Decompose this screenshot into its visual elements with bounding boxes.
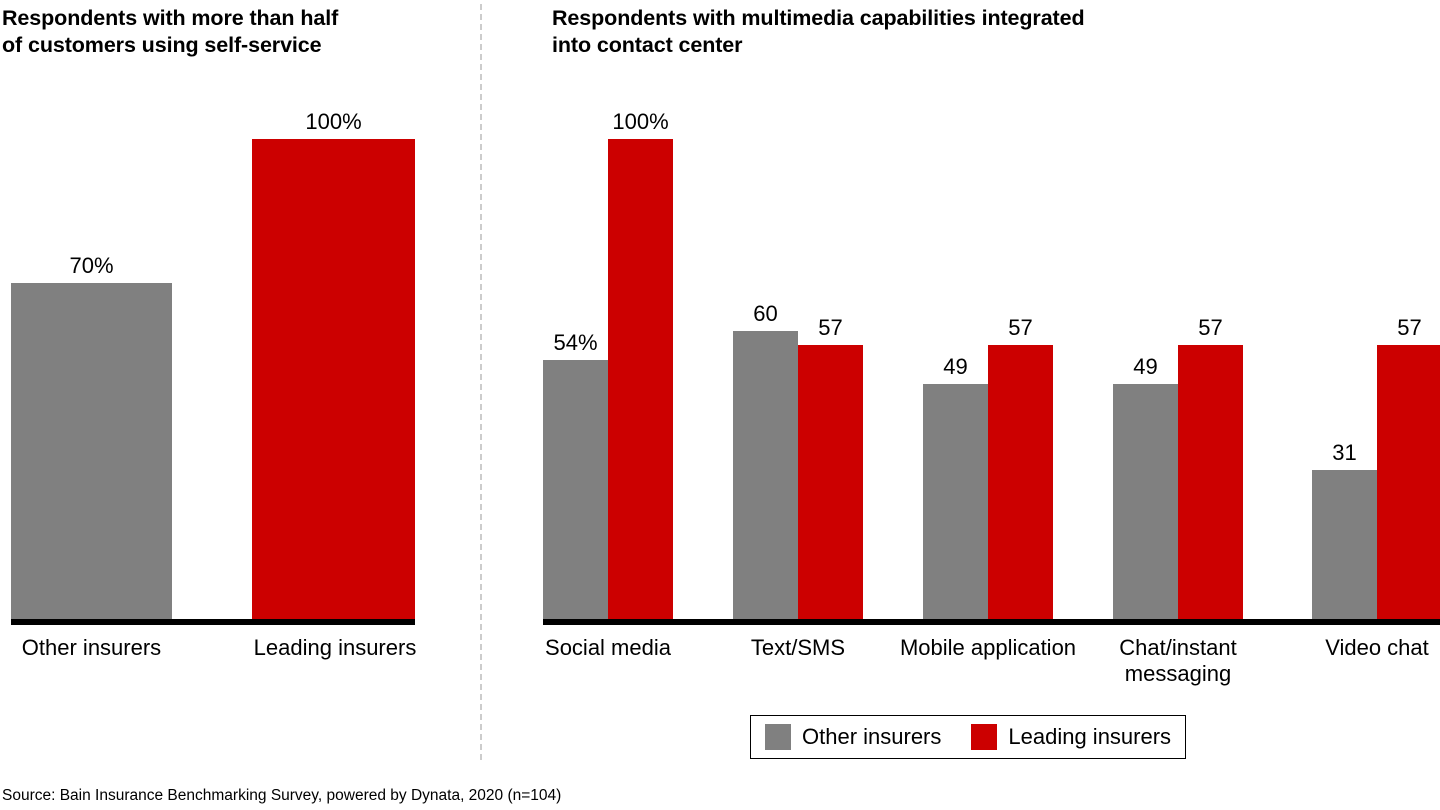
category-label-chat-instant-messaging: Chat/instant messaging [1119,635,1237,686]
bar-other-insurers [11,283,172,619]
category-label-text-sms: Text/SMS [750,635,846,660]
bar-other-insurers [923,383,988,619]
right-panel-title: Respondents with multimedia capabilities… [552,6,1085,57]
source-note: Source: Bain Insurance Benchmarking Surv… [2,787,562,804]
bar-other-insurers [1312,470,1377,619]
category-label-mobile-application: Mobile application [899,635,1077,660]
legend-entry-other-insurers[interactable]: Other insurers [765,724,941,750]
category-label-social-media: Social media [545,635,671,660]
right-chart-axis-line [543,619,1440,625]
right-chart-plot-area: 54% 100% 60 57 49 57 49 57 31 57 [530,95,1440,625]
bar-leading-insurers [1377,345,1440,619]
bar-leading-insurers [252,139,415,619]
bar-value-label: 100% [305,109,362,134]
legend-swatch-leading-insurers [971,724,998,750]
bar-value-label: 49 [1133,353,1158,379]
bar-value-label: 100% [612,109,669,134]
legend: Other insurers Leading insurers [750,715,1187,759]
panel-divider [480,4,482,760]
left-chart-axis-line [11,619,415,625]
bar-leading-insurers [798,345,863,619]
bar-value-label: 57 [1198,315,1223,341]
bar-other-insurers [1113,383,1178,619]
legend-entry-leading-insurers[interactable]: Leading insurers [971,724,1171,750]
bar-value-label: 57 [818,315,843,341]
bar-leading-insurers [988,345,1053,619]
legend-label-other-insurers: Other insurers [802,724,942,749]
bar-leading-insurers [608,139,673,619]
bar-value-label: 57 [1397,315,1422,341]
category-label-video-chat: Video chat [1325,635,1429,660]
bar-value-label: 60 [753,301,778,326]
category-label-other-insurers: Other insurers [21,635,162,660]
bar-value-label: 54% [553,329,598,355]
left-chart-plot-area: 70% 100% [0,95,460,625]
bar-leading-insurers [1178,345,1243,619]
legend-label-leading-insurers: Leading insurers [1008,724,1172,749]
legend-swatch-other-insurers [765,724,791,750]
bar-other-insurers [543,359,608,619]
bar-value-label: 31 [1332,440,1357,466]
bar-value-label: 57 [1008,315,1033,341]
bar-value-label: 70% [69,253,114,278]
bar-other-insurers [733,331,798,619]
left-panel-title: Respondents with more than half of custo… [2,6,339,57]
category-label-leading-insurers: Leading insurers [253,635,417,660]
bar-value-label: 49 [943,353,968,379]
